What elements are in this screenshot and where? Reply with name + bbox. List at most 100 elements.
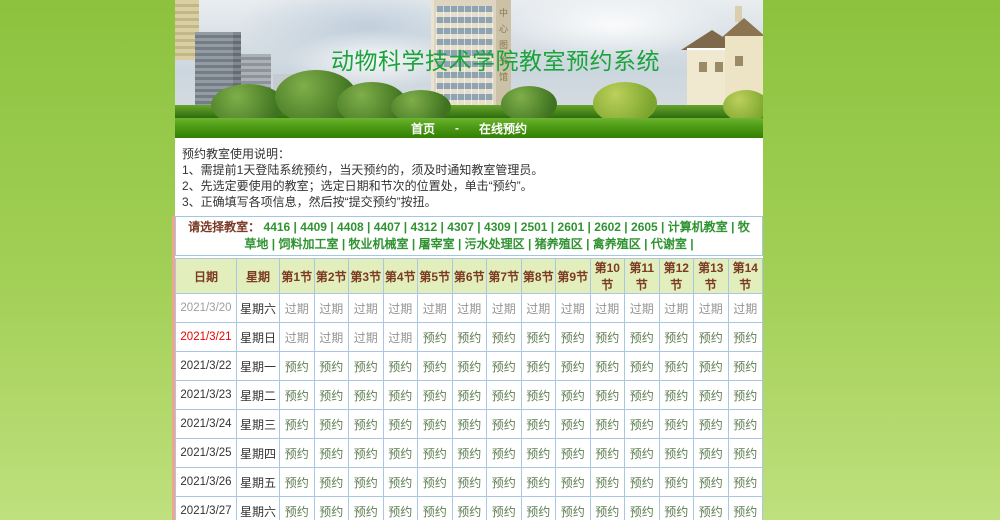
reserve-link[interactable]: 预约 (457, 417, 482, 432)
reserve-link[interactable]: 预约 (560, 330, 585, 345)
reserve-link[interactable]: 预约 (388, 359, 413, 374)
reserve-link[interactable]: 预约 (457, 330, 482, 345)
reserve-link[interactable]: 预约 (284, 417, 309, 432)
reserve-link[interactable]: 预约 (629, 388, 654, 403)
room-link-代谢室[interactable]: 代谢室 (650, 237, 687, 251)
reserve-link[interactable]: 预约 (353, 446, 378, 461)
room-link-4307[interactable]: 4307 (447, 220, 474, 234)
reserve-link[interactable]: 预约 (422, 417, 447, 432)
reserve-link[interactable]: 预约 (388, 475, 413, 490)
reserve-link[interactable]: 预约 (560, 359, 585, 374)
reserve-link[interactable]: 预约 (457, 446, 482, 461)
room-link-污水处理区[interactable]: 污水处理区 (464, 237, 525, 251)
reserve-link[interactable]: 预约 (733, 446, 758, 461)
reserve-link[interactable]: 预约 (629, 475, 654, 490)
reserve-link[interactable]: 预约 (491, 504, 516, 519)
reserve-link[interactable]: 预约 (560, 446, 585, 461)
reserve-link[interactable]: 预约 (353, 359, 378, 374)
nav-home-link[interactable]: 首页 (410, 121, 435, 136)
reserve-link[interactable]: 预约 (595, 446, 620, 461)
reserve-link[interactable]: 预约 (284, 475, 309, 490)
reserve-link[interactable]: 预约 (629, 359, 654, 374)
reserve-link[interactable]: 预约 (319, 504, 344, 519)
reserve-link[interactable]: 预约 (284, 388, 309, 403)
reserve-link[interactable]: 预约 (698, 359, 723, 374)
reserve-link[interactable]: 预约 (491, 359, 516, 374)
reserve-link[interactable]: 预约 (491, 475, 516, 490)
room-link-4309[interactable]: 4309 (484, 220, 511, 234)
reserve-link[interactable]: 预约 (664, 330, 689, 345)
reserve-link[interactable]: 预约 (284, 504, 309, 519)
room-link-牧业机械室[interactable]: 牧业机械室 (348, 237, 409, 251)
reserve-link[interactable]: 预约 (733, 359, 758, 374)
reserve-link[interactable]: 预约 (595, 330, 620, 345)
reserve-link[interactable]: 预约 (491, 330, 516, 345)
reserve-link[interactable]: 预约 (698, 504, 723, 519)
room-link-2602[interactable]: 2602 (594, 220, 621, 234)
reserve-link[interactable]: 预约 (353, 475, 378, 490)
reserve-link[interactable]: 预约 (422, 475, 447, 490)
reserve-link[interactable]: 预约 (733, 504, 758, 519)
reserve-link[interactable]: 预约 (733, 475, 758, 490)
room-link-2601[interactable]: 2601 (557, 220, 585, 234)
reserve-link[interactable]: 预约 (457, 504, 482, 519)
reserve-link[interactable]: 预约 (664, 475, 689, 490)
reserve-link[interactable]: 预约 (595, 417, 620, 432)
nav-online-booking-link[interactable]: 在线预约 (479, 121, 528, 136)
reserve-link[interactable]: 预约 (526, 330, 551, 345)
reserve-link[interactable]: 预约 (491, 417, 516, 432)
room-link-4416[interactable]: 4416 (263, 220, 291, 234)
reserve-link[interactable]: 预约 (560, 417, 585, 432)
room-link-4407[interactable]: 4407 (373, 220, 401, 234)
reserve-link[interactable]: 预约 (526, 417, 551, 432)
reserve-link[interactable]: 预约 (595, 359, 620, 374)
room-link-4409[interactable]: 4409 (300, 220, 327, 234)
reserve-link[interactable]: 预约 (457, 359, 482, 374)
room-link-猪养殖区[interactable]: 猪养殖区 (534, 237, 583, 251)
reserve-link[interactable]: 预约 (388, 446, 413, 461)
reserve-link[interactable]: 预约 (698, 330, 723, 345)
reserve-link[interactable]: 预约 (733, 330, 758, 345)
reserve-link[interactable]: 预约 (629, 504, 654, 519)
room-link-禽养殖区[interactable]: 禽养殖区 (592, 237, 641, 251)
reserve-link[interactable]: 预约 (664, 359, 689, 374)
room-link-2501[interactable]: 2501 (520, 220, 548, 234)
reserve-link[interactable]: 预约 (284, 359, 309, 374)
reserve-link[interactable]: 预约 (491, 388, 516, 403)
reserve-link[interactable]: 预约 (664, 446, 689, 461)
reserve-link[interactable]: 预约 (388, 504, 413, 519)
reserve-link[interactable]: 预约 (422, 330, 447, 345)
reserve-link[interactable]: 预约 (422, 359, 447, 374)
reserve-link[interactable]: 预约 (319, 388, 344, 403)
reserve-link[interactable]: 预约 (733, 417, 758, 432)
reserve-link[interactable]: 预约 (388, 417, 413, 432)
reserve-link[interactable]: 预约 (698, 446, 723, 461)
reserve-link[interactable]: 预约 (319, 475, 344, 490)
reserve-link[interactable]: 预约 (629, 417, 654, 432)
reserve-link[interactable]: 预约 (698, 388, 723, 403)
reserve-link[interactable]: 预约 (422, 446, 447, 461)
reserve-link[interactable]: 预约 (698, 417, 723, 432)
reserve-link[interactable]: 预约 (560, 504, 585, 519)
room-link-牧草地[interactable]: 牧草地 (244, 220, 750, 251)
reserve-link[interactable]: 预约 (457, 475, 482, 490)
room-link-饲料加工室[interactable]: 饲料加工室 (278, 237, 339, 251)
reserve-link[interactable]: 预约 (353, 504, 378, 519)
reserve-link[interactable]: 预约 (560, 475, 585, 490)
reserve-link[interactable]: 预约 (388, 388, 413, 403)
reserve-link[interactable]: 预约 (319, 359, 344, 374)
reserve-link[interactable]: 预约 (595, 504, 620, 519)
room-link-4408[interactable]: 4408 (337, 220, 364, 234)
reserve-link[interactable]: 预约 (733, 388, 758, 403)
reserve-link[interactable]: 预约 (629, 330, 654, 345)
reserve-link[interactable]: 预约 (353, 417, 378, 432)
reserve-link[interactable]: 预约 (457, 388, 482, 403)
room-link-计算机教室[interactable]: 计算机教室 (667, 220, 728, 234)
reserve-link[interactable]: 预约 (526, 359, 551, 374)
reserve-link[interactable]: 预约 (664, 388, 689, 403)
reserve-link[interactable]: 预约 (422, 388, 447, 403)
reserve-link[interactable]: 预约 (560, 388, 585, 403)
reserve-link[interactable]: 预约 (698, 475, 723, 490)
reserve-link[interactable]: 预约 (284, 446, 309, 461)
reserve-link[interactable]: 预约 (319, 446, 344, 461)
